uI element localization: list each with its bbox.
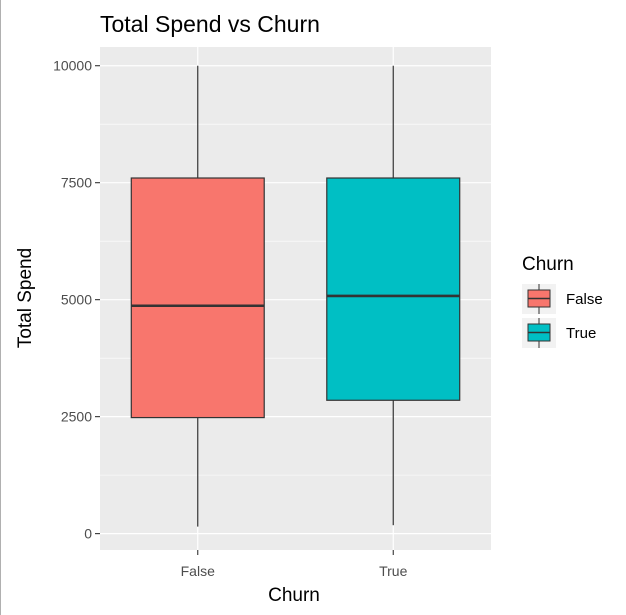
box-iqr	[326, 177, 461, 401]
chart-title: Total Spend vs Churn	[100, 11, 320, 37]
y-tick-label: 5000	[61, 292, 92, 308]
legend: Churn False True	[522, 254, 603, 348]
legend-label: False	[566, 291, 603, 308]
y-tick-label: 2500	[61, 409, 92, 425]
box-false	[130, 65, 265, 527]
y-tick-label: 7500	[61, 175, 92, 191]
y-tick-label: 0	[84, 526, 92, 542]
boxes	[130, 65, 461, 527]
y-axis-title: Total Spend	[15, 248, 36, 348]
legend-keys: False True	[522, 284, 603, 348]
legend-label: True	[566, 325, 596, 342]
y-axis: 0 2500 5000 7500 10000	[53, 58, 100, 542]
y-tick-label: 10000	[53, 58, 92, 74]
x-tick-label: True	[379, 563, 407, 579]
box-iqr	[130, 177, 265, 419]
x-axis: False True	[181, 550, 408, 579]
x-axis-title: Churn	[268, 585, 320, 606]
x-tick-label: False	[181, 563, 215, 579]
box-true	[326, 65, 461, 526]
legend-key-false: False	[522, 284, 603, 314]
legend-key-true: True	[522, 318, 596, 348]
legend-title: Churn	[522, 254, 574, 275]
